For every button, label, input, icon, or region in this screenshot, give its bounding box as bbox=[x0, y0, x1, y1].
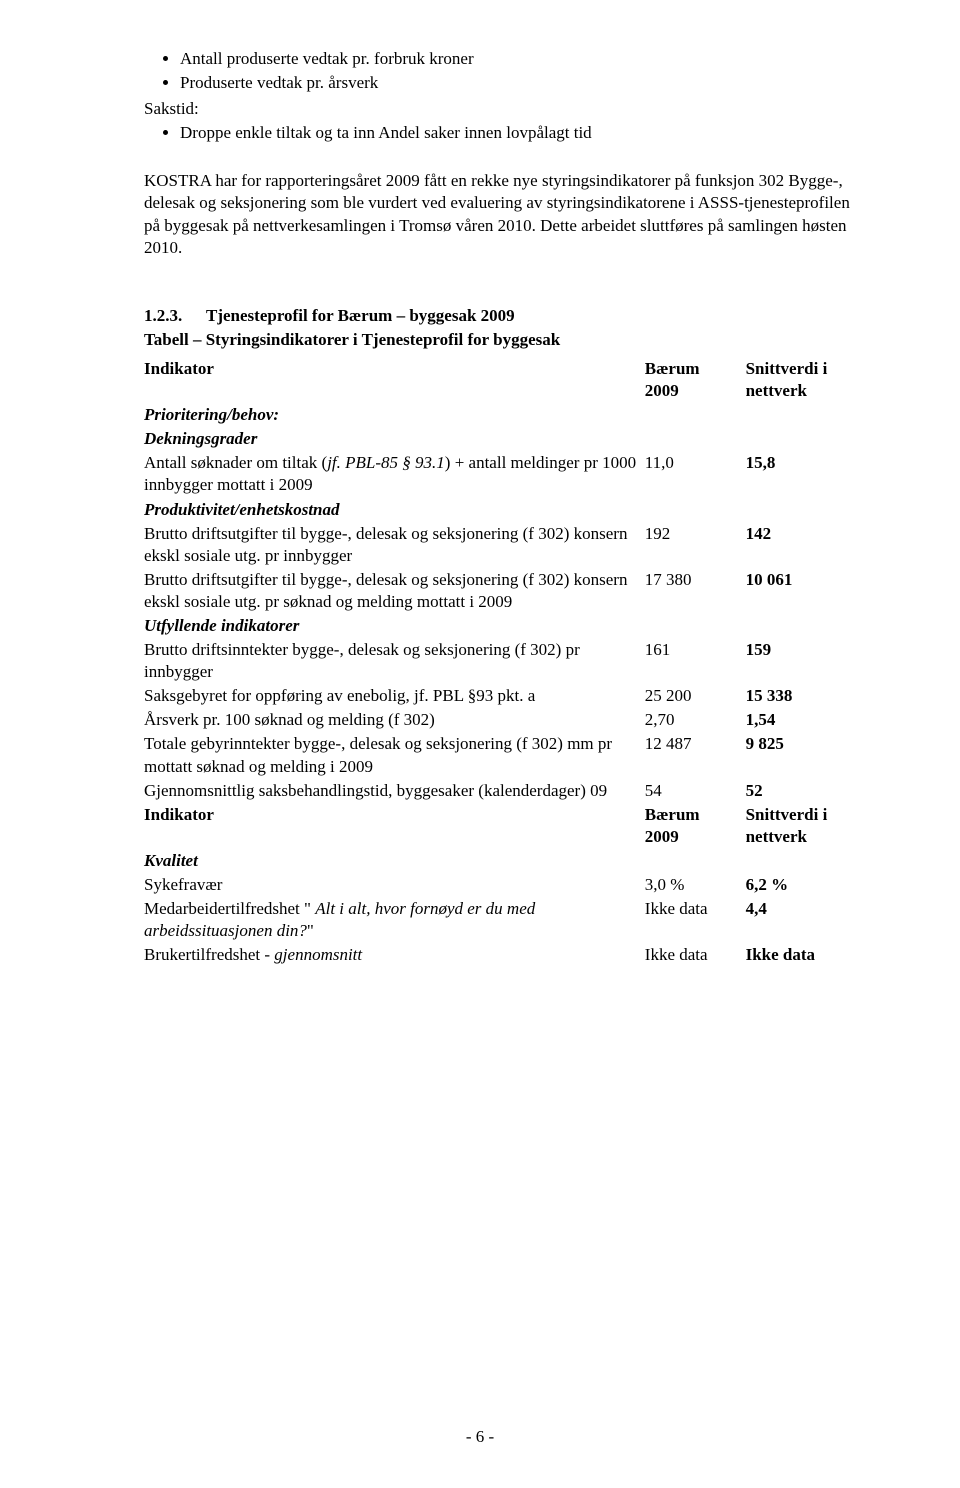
bullet-item: Produserte vedtak pr. årsverk bbox=[180, 72, 864, 94]
table-row: Årsverk pr. 100 søknad og melding (f 302… bbox=[144, 708, 864, 732]
header-baerum: Bærum2009 bbox=[641, 357, 742, 403]
heading-number: 1.2.3. bbox=[144, 305, 206, 327]
heading-title: Tjenesteprofil for Bærum – byggesak 2009 bbox=[206, 305, 515, 327]
section-label-sakstid: Sakstid: bbox=[144, 98, 864, 120]
header-indikator: Indikator bbox=[144, 357, 641, 403]
bullet-item: Droppe enkle tiltak og ta inn Andel sake… bbox=[180, 122, 864, 144]
indicator-table: Indikator Bærum2009 Snittverdi i nettver… bbox=[144, 357, 864, 967]
page-number: - 6 - bbox=[0, 1426, 960, 1448]
table-row: Brutto driftsutgifter til bygge-, delesa… bbox=[144, 568, 864, 614]
table-row: Brutto driftsutgifter til bygge-, delesa… bbox=[144, 522, 864, 568]
table-row: Prioritering/behov: bbox=[144, 403, 864, 427]
table-header-row: Indikator Bærum2009 Snittverdi i nettver… bbox=[144, 357, 864, 403]
table-row: Saksgebyret for oppføring av enebolig, j… bbox=[144, 684, 864, 708]
section-heading: 1.2.3. Tjenesteprofil for Bærum – bygges… bbox=[144, 305, 864, 327]
table-row: Totale gebyrinntekter bygge-, delesak og… bbox=[144, 732, 864, 778]
table-row: Utfyllende indikatorer bbox=[144, 614, 864, 638]
table-row: Produktivitet/enhetskostnad bbox=[144, 498, 864, 522]
body-paragraph: KOSTRA har for rapporteringsåret 2009 få… bbox=[144, 170, 864, 258]
table-row: Medarbeidertilfredshet " Alt i alt, hvor… bbox=[144, 897, 864, 943]
table-header-row: Indikator Bærum2009 Snittverdi i nettver… bbox=[144, 803, 864, 849]
table-row: Sykefravær 3,0 % 6,2 % bbox=[144, 873, 864, 897]
table-row: Antall søknader om tiltak (jf. PBL-85 § … bbox=[144, 451, 864, 497]
table-row: Brukertilfredshet - gjennomsnitt Ikke da… bbox=[144, 943, 864, 967]
table-caption: Tabell – Styringsindikatorer i Tjenestep… bbox=[144, 329, 864, 351]
bullet-item: Antall produserte vedtak pr. forbruk kro… bbox=[180, 48, 864, 70]
bullet-list-top: Antall produserte vedtak pr. forbruk kro… bbox=[144, 48, 864, 94]
bullet-list-sakstid: Droppe enkle tiltak og ta inn Andel sake… bbox=[144, 122, 864, 144]
row-label: Antall søknader om tiltak (jf. PBL-85 § … bbox=[144, 451, 641, 497]
table-row: Brutto driftsinntekter bygge-, delesak o… bbox=[144, 638, 864, 684]
table-row: Kvalitet bbox=[144, 849, 864, 873]
header-snittverdi: Snittverdi i nettverk bbox=[742, 357, 864, 403]
table-row: Dekningsgrader bbox=[144, 427, 864, 451]
table-row: Gjennomsnittlig saksbehandlingstid, bygg… bbox=[144, 779, 864, 803]
